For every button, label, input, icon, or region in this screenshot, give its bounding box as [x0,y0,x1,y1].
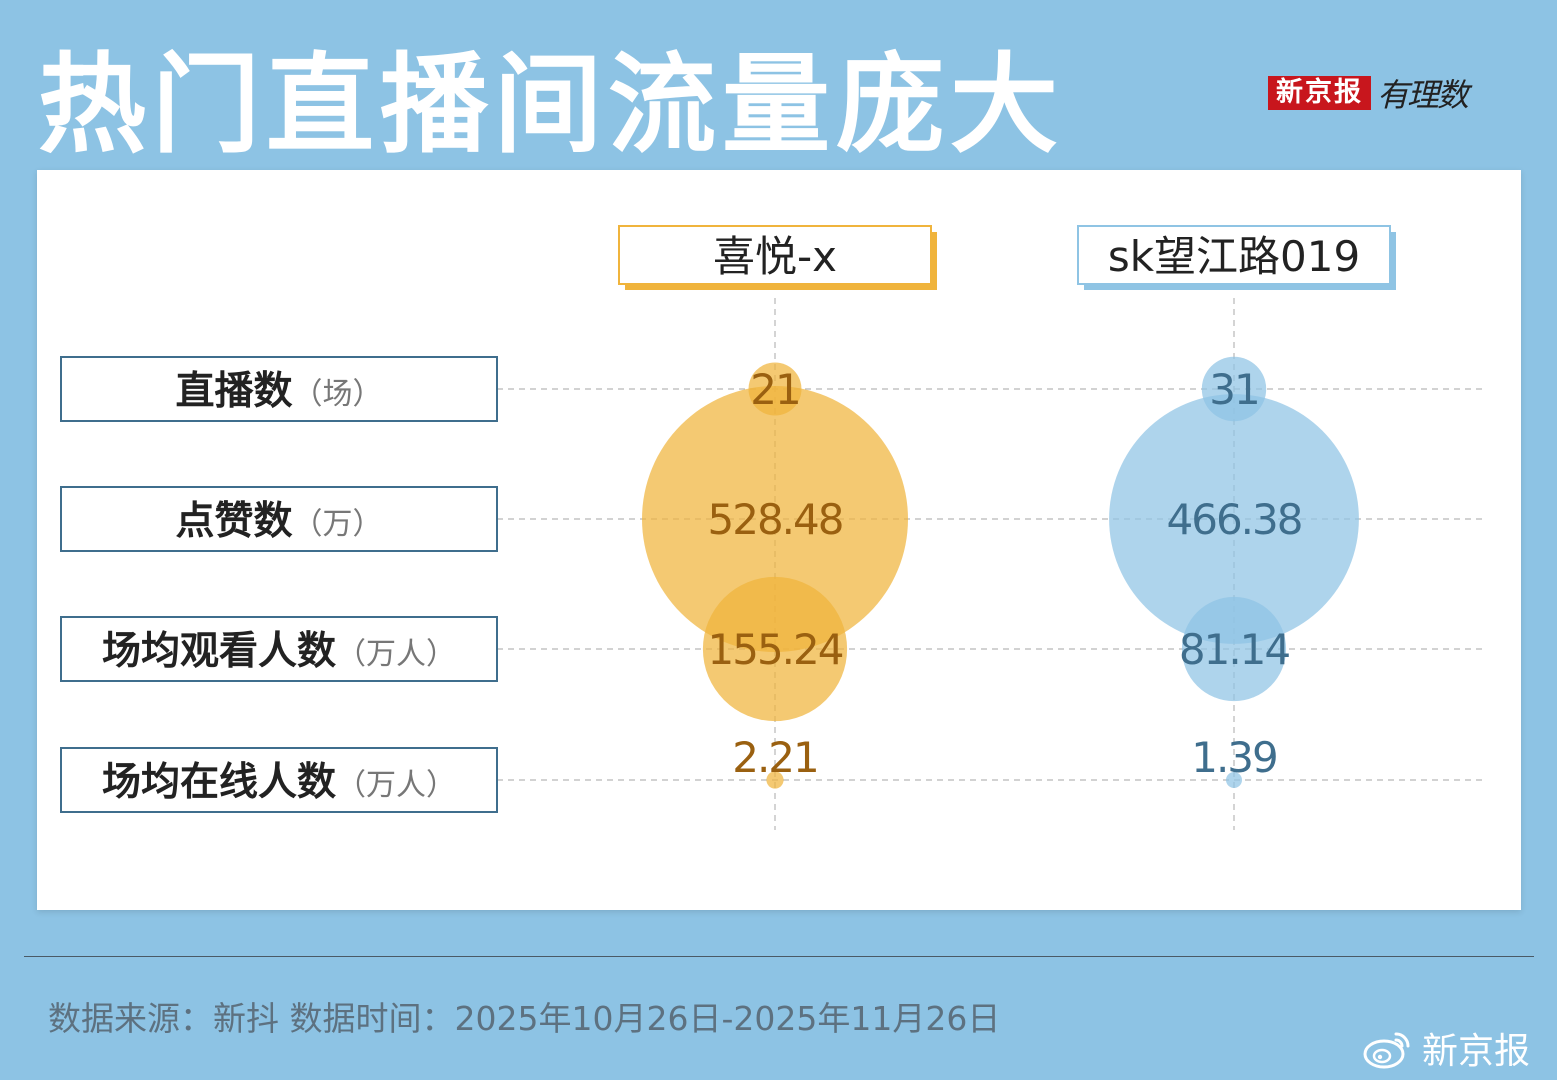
row-label: 点赞数（万） [175,499,382,544]
data-source-note: 数据来源：新抖 数据时间：2025年10月26日-2025年11月26日 [48,999,1001,1038]
row-label-unit: （万人） [336,768,456,803]
data-label: 1.39 [1191,733,1277,782]
bubble [1181,596,1287,702]
page-title: 热门直播间流量庞大 [38,43,1065,168]
row-label: 直播数（场） [175,369,382,414]
series-header-label: 喜悦-x [713,232,837,281]
brand-logo: 新京报 有理数 [1268,70,1469,116]
row-label-name: 点赞数 [175,499,292,544]
bubble [702,576,848,722]
data-label: 31 [1209,365,1258,414]
data-label: 81.14 [1179,625,1290,674]
row-label-box [60,356,498,422]
bubble [1201,356,1267,422]
bubble [766,771,784,789]
weibo-icon [1363,1032,1410,1069]
row-label-unit: （场） [293,377,383,412]
logo-script-text: 有理数 [1377,76,1469,114]
row-label-name: 直播数 [175,369,292,414]
row-label-name: 场均观看人数 [102,629,336,674]
row-label: 场均在线人数（万人） [102,760,456,805]
bubble-chart: 直播数（场）点赞数（万）场均观看人数（万人）场均在线人数（万人）喜悦-x sk望江… [60,225,1485,830]
bubble [642,386,908,652]
data-label: 466.38 [1167,495,1302,544]
row-label-unit: （万） [293,507,383,542]
row-label-name: 场均在线人数 [102,760,336,805]
bubble [748,362,802,416]
watermark-text: 新京报 [1422,1031,1531,1072]
bubble [1226,772,1242,788]
chart-panel: 直播数（场） 点赞数（万） 场均观看人数（万人） 场均在线人数（万人） 喜悦-x sk望江… [37,170,1521,910]
logo-box-text: 新京报 [1268,76,1371,110]
row-label: 场均观看人数（万人） [102,629,456,674]
series-header-box [1077,225,1391,285]
footer-divider [24,956,1534,957]
row-label-box [60,616,498,682]
data-label: 2.21 [732,733,818,782]
data-label: 21 [750,365,799,414]
data-label: 155.24 [708,625,843,674]
watermark: 新京报 [1362,1022,1530,1074]
series-header-box [618,225,932,285]
row-label-box [60,486,498,552]
series-header-label: sk望江路019 [1108,232,1360,281]
row-label-box [60,747,498,813]
bubble [1109,394,1359,644]
row-label-unit: （万人） [336,637,456,672]
data-label: 528.48 [708,495,843,544]
